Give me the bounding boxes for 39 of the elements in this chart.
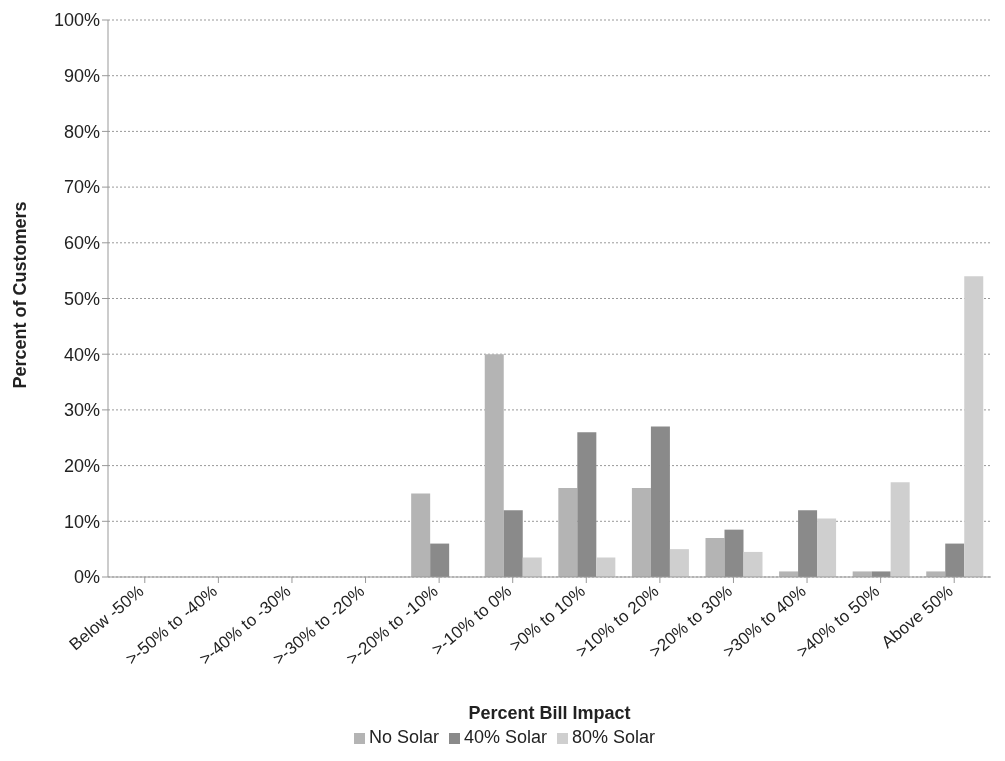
bar	[890, 482, 910, 577]
bar	[926, 571, 946, 577]
bar	[631, 487, 651, 577]
bar	[411, 493, 431, 577]
y-axis-title: Percent of Customers	[10, 201, 31, 389]
bar	[705, 538, 725, 577]
y-tick-label: 60%	[63, 233, 100, 254]
bar	[650, 426, 670, 577]
bar	[964, 276, 984, 577]
y-tick-label: 50%	[63, 288, 100, 309]
y-tick-label: 100%	[53, 10, 100, 31]
x-axis-title: Percent Bill Impact	[468, 703, 631, 723]
bar	[945, 543, 965, 577]
bar	[798, 510, 818, 577]
bar	[558, 487, 578, 577]
bar	[779, 571, 799, 577]
bar	[522, 557, 542, 577]
y-tick-label: 20%	[63, 455, 100, 476]
bar	[852, 571, 872, 577]
bar	[484, 354, 504, 577]
bar	[724, 529, 744, 577]
bar	[503, 510, 523, 577]
bar	[817, 518, 837, 577]
bar	[430, 543, 450, 577]
bar	[577, 432, 597, 577]
bar	[596, 557, 616, 577]
legend-label: 40% Solar	[463, 727, 548, 747]
y-tick-label: 40%	[63, 344, 100, 365]
legend-label: No Solar	[368, 727, 439, 747]
y-tick-label: 0%	[73, 567, 100, 588]
bar	[871, 571, 891, 577]
y-tick-label: 10%	[63, 511, 100, 532]
y-tick-label: 30%	[63, 400, 100, 421]
y-tick-label: 90%	[63, 66, 100, 87]
y-tick-label: 70%	[63, 177, 100, 198]
bar	[669, 549, 689, 577]
y-tick-label: 80%	[63, 121, 100, 142]
legend-label: 80% Solar	[572, 727, 656, 747]
bar	[743, 551, 763, 577]
